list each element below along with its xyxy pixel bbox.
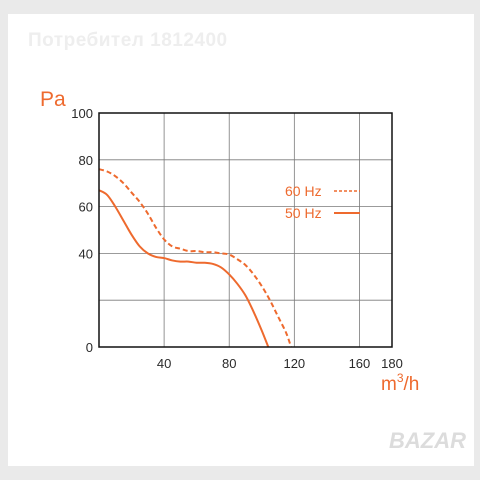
legend-label-50-hz: 50 Hz (285, 205, 322, 221)
y-axis-label: Pa (40, 88, 66, 111)
series-line-50-hz (98, 189, 270, 348)
y-tick-label: 40 (79, 246, 93, 261)
y-tick-label: 100 (71, 106, 93, 121)
x-tick-label: 80 (222, 356, 236, 371)
y-tick-label: 80 (79, 153, 93, 168)
y-tick-label: 0 (86, 340, 93, 355)
x-axis-label: m3/h (381, 371, 419, 395)
x-tick-label: 40 (157, 356, 171, 371)
plot-frame (98, 112, 393, 348)
legend-label-60-hz: 60 Hz (285, 183, 322, 199)
x-tick-label: 160 (349, 356, 371, 371)
legend: 60 Hz 50 Hz (285, 183, 360, 221)
chart-panel: Потребител 1812400 BAZAR (8, 14, 474, 466)
site-logo: BAZAR (389, 428, 466, 453)
watermark-text: Потребител 1812400 (28, 30, 228, 51)
x-axis-label-tail: /h (404, 374, 420, 395)
grid-layer (99, 113, 392, 347)
series-line-60-hz (98, 168, 293, 348)
x-axis-label-base: m (381, 374, 397, 395)
tick-label-layer: 40 80 120 160 180 0 40 60 80 100 (71, 106, 403, 371)
x-tick-label: 120 (283, 356, 305, 371)
x-tick-label: 180 (381, 356, 403, 371)
y-tick-label: 60 (79, 200, 93, 215)
curve-layer (98, 168, 293, 348)
x-axis-label-sup: 3 (397, 371, 404, 385)
